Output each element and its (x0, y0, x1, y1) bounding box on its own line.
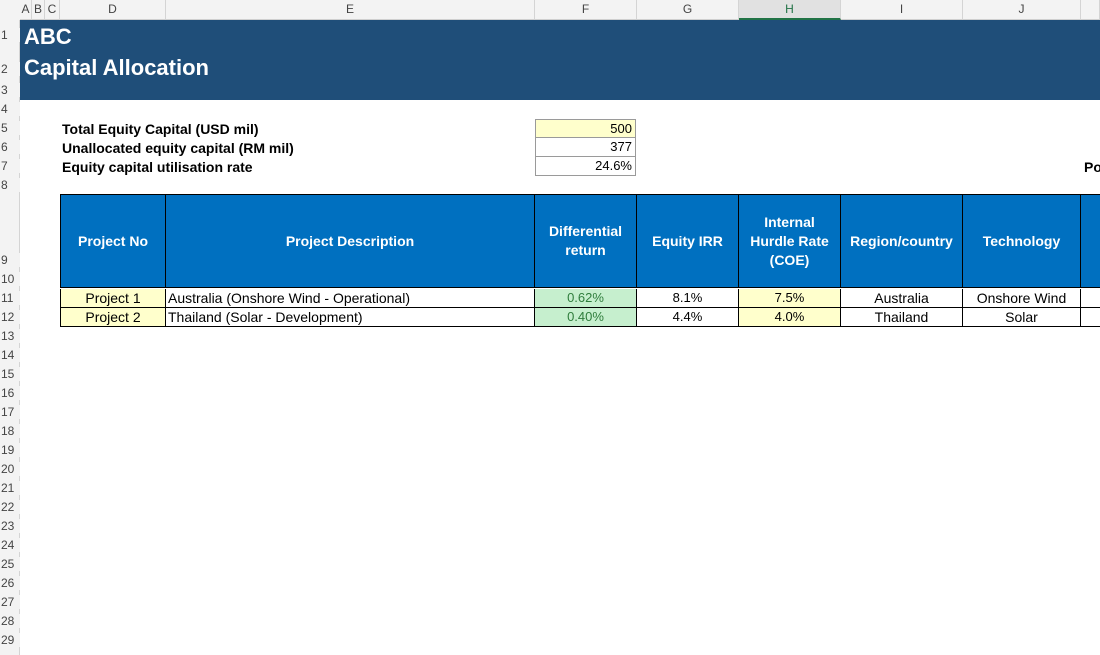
row-header[interactable]: 17 (0, 405, 20, 419)
row-header[interactable]: 15 (0, 367, 20, 381)
row-header[interactable]: 16 (0, 386, 20, 400)
row-header[interactable]: 14 (0, 348, 20, 362)
row-header[interactable]: 28 (0, 614, 20, 628)
project-1-description[interactable]: Australia (Onshore Wind - Operational) (166, 289, 535, 308)
th-equity-irr[interactable]: Equity IRR (637, 194, 739, 288)
unallocated-equity-label[interactable]: Unallocated equity capital (RM mil) (62, 140, 294, 156)
project-2-equity-irr[interactable]: 4.4% (637, 308, 739, 327)
project-1-hurdle-rate[interactable]: 7.5% (739, 289, 841, 308)
project-2-next-cell[interactable] (1081, 308, 1100, 327)
row-header[interactable]: 3 (0, 83, 20, 97)
row-header[interactable]: 18 (0, 424, 20, 438)
row-header[interactable]: 1 (0, 28, 20, 42)
row-header[interactable]: 20 (0, 462, 20, 476)
project-1-differential-return[interactable]: 0.62% (535, 289, 637, 308)
th-next-column[interactable] (1081, 194, 1100, 288)
row-header[interactable]: 22 (0, 500, 20, 514)
title-banner (20, 20, 1100, 100)
total-equity-label[interactable]: Total Equity Capital (USD mil) (62, 121, 259, 137)
project-1-no[interactable]: Project 1 (60, 289, 166, 308)
row-header[interactable]: 26 (0, 576, 20, 590)
company-name[interactable]: ABC (24, 24, 72, 49)
row-header[interactable]: 13 (0, 329, 20, 343)
utilisation-rate-label[interactable]: Equity capital utilisation rate (62, 159, 253, 175)
project-1-region[interactable]: Australia (841, 289, 963, 308)
row-header[interactable]: 4 (0, 102, 20, 116)
project-2-region[interactable]: Thailand (841, 308, 963, 327)
project-1-technology[interactable]: Onshore Wind (963, 289, 1081, 308)
row-header[interactable]: 23 (0, 519, 20, 533)
th-internal-hurdle-rate[interactable]: Internal Hurdle Rate (COE) (739, 194, 841, 288)
row-header[interactable]: 11 (0, 291, 20, 305)
row-header[interactable]: 12 (0, 310, 20, 324)
project-2-technology[interactable]: Solar (963, 308, 1081, 327)
row-header[interactable]: 6 (0, 140, 20, 154)
col-header-a[interactable]: A (20, 0, 32, 20)
col-header-j[interactable]: J (963, 0, 1081, 20)
unallocated-equity-value[interactable]: 377 (535, 138, 636, 157)
row-header[interactable]: 27 (0, 595, 20, 609)
total-equity-value[interactable]: 500 (535, 119, 636, 138)
col-header-f[interactable]: F (535, 0, 637, 20)
row-header[interactable]: 8 (0, 178, 20, 192)
col-header-next[interactable] (1081, 0, 1100, 20)
row-header[interactable]: 25 (0, 557, 20, 571)
sheet-title[interactable]: Capital Allocation (24, 55, 209, 80)
col-header-i[interactable]: I (841, 0, 963, 20)
row-header[interactable]: 9 (0, 253, 20, 267)
project-2-differential-return[interactable]: 0.40% (535, 308, 637, 327)
col-header-c[interactable]: C (45, 0, 60, 20)
row-header[interactable]: 5 (0, 121, 20, 135)
project-1-equity-irr[interactable]: 8.1% (637, 289, 739, 308)
th-region-country[interactable]: Region/country (841, 194, 963, 288)
row-header[interactable]: 19 (0, 443, 20, 457)
row-header[interactable]: 24 (0, 538, 20, 552)
row-header[interactable]: 7 (0, 159, 20, 173)
col-header-g[interactable]: G (637, 0, 739, 20)
col-header-e[interactable]: E (166, 0, 535, 20)
col-header-h[interactable]: H (739, 0, 841, 20)
row-header[interactable]: 10 (0, 272, 20, 286)
th-differential-return[interactable]: Differential return (535, 194, 637, 288)
col-header-d[interactable]: D (60, 0, 166, 20)
project-2-description[interactable]: Thailand (Solar - Development) (166, 308, 535, 327)
row-header[interactable]: 2 (0, 62, 20, 76)
utilisation-rate-value[interactable]: 24.6% (535, 157, 636, 176)
project-2-no[interactable]: Project 2 (60, 308, 166, 327)
project-2-hurdle-rate[interactable]: 4.0% (739, 308, 841, 327)
th-technology[interactable]: Technology (963, 194, 1081, 288)
th-project-no[interactable]: Project No (60, 194, 166, 288)
row-header[interactable]: 21 (0, 481, 20, 495)
col-header-b[interactable]: B (32, 0, 45, 20)
project-1-next-cell[interactable] (1081, 289, 1100, 308)
th-project-description[interactable]: Project Description (166, 194, 535, 288)
row-header[interactable]: 29 (0, 633, 20, 647)
truncated-label[interactable]: Po (1084, 159, 1100, 175)
